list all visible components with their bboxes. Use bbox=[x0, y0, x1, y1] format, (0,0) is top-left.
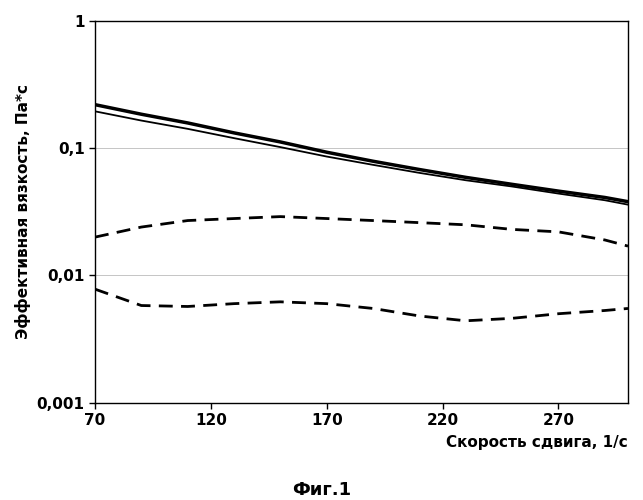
Text: Фиг.1: Фиг.1 bbox=[292, 481, 351, 499]
X-axis label: Скорость сдвига, 1/с: Скорость сдвига, 1/с bbox=[446, 435, 628, 450]
Y-axis label: Эффективная вязкость, Па*с: Эффективная вязкость, Па*с bbox=[15, 84, 31, 340]
